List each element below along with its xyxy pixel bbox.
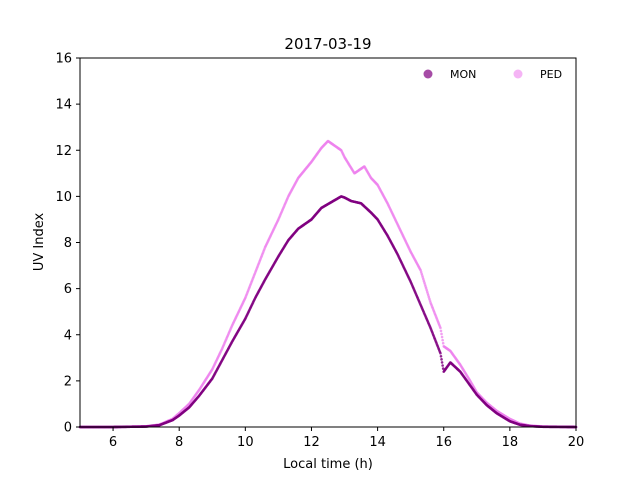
y-tick-label: 8 — [64, 236, 72, 251]
data-point — [439, 354, 443, 358]
data-point — [439, 326, 442, 330]
y-axis-label: UV Index — [32, 213, 47, 272]
x-tick-label: 6 — [109, 435, 117, 450]
y-tick-label: 10 — [55, 190, 72, 205]
legend-marker-ped — [513, 69, 523, 79]
y-tick-label: 0 — [64, 421, 72, 436]
x-tick-label: 8 — [175, 435, 183, 450]
y-tick-label: 4 — [64, 328, 72, 343]
legend: MON PED — [423, 68, 562, 81]
chart-title: 2017-03-19 — [284, 35, 371, 53]
y-tick-label: 6 — [64, 282, 72, 297]
data-point — [440, 358, 443, 361]
data-point — [441, 338, 444, 342]
legend-label-ped: PED — [540, 68, 562, 81]
x-tick-label: 12 — [303, 435, 320, 450]
data-point — [441, 364, 444, 367]
data-point — [440, 361, 444, 364]
y-tick-label: 12 — [55, 144, 72, 159]
y-tick-label: 14 — [55, 98, 72, 113]
data-point — [440, 335, 444, 339]
y-tick-label: 16 — [55, 52, 72, 67]
data-point — [441, 367, 445, 370]
y-axis: 0 2 4 6 8 10 12 14 16 — [55, 52, 80, 436]
x-tick-label: 14 — [369, 435, 386, 450]
x-tick-label: 10 — [237, 435, 254, 450]
y-tick-label: 2 — [64, 374, 72, 389]
x-axis: 6 8 10 12 14 16 18 20 — [109, 427, 584, 450]
x-tick-label: 18 — [502, 435, 519, 450]
x-tick-label: 20 — [568, 435, 585, 450]
x-tick-label: 16 — [435, 435, 452, 450]
legend-marker-mon — [423, 69, 433, 79]
data-point — [439, 329, 443, 333]
data-point — [440, 332, 443, 336]
x-axis-label: Local time (h) — [283, 457, 373, 472]
data-point — [439, 351, 442, 355]
data-point — [441, 341, 445, 345]
legend-label-mon: MON — [450, 68, 476, 81]
